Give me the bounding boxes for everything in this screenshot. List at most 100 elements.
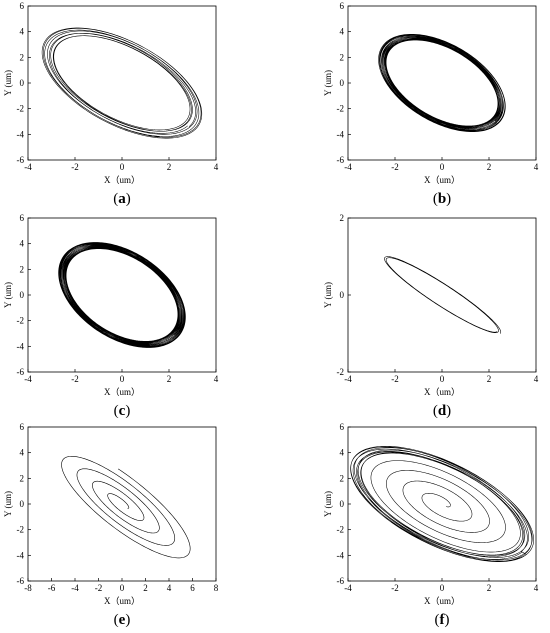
y-tick-label: 2 xyxy=(20,264,25,274)
y-tick-label: -2 xyxy=(17,316,25,326)
x-tick-label: -2 xyxy=(95,583,103,593)
x-axis-label: X（um） xyxy=(104,175,140,185)
x-tick-label: -4 xyxy=(344,583,352,593)
x-axis-label: X（um） xyxy=(424,387,460,397)
panel-label-e: (e) xyxy=(114,612,131,628)
panel-letter: e xyxy=(119,612,126,628)
x-tick-label: -4 xyxy=(24,374,32,384)
panel-label-d: (d) xyxy=(433,403,451,419)
y-tick-label: 0 xyxy=(20,78,25,88)
y-tick-label: 0 xyxy=(20,290,25,300)
y-tick-label: -2 xyxy=(337,367,345,377)
y-tick-label: 0 xyxy=(340,78,345,88)
x-tick-label: -2 xyxy=(391,162,399,172)
y-tick-label: 4 xyxy=(20,27,25,37)
y-tick-label: -6 xyxy=(337,576,345,586)
y-tick-label: 2 xyxy=(340,473,345,483)
y-tick-label: -4 xyxy=(17,341,25,351)
x-tick-label: -4 xyxy=(71,583,79,593)
x-tick-label: 2 xyxy=(487,374,492,384)
x-tick-label: 4 xyxy=(214,374,219,384)
y-tick-label: -4 xyxy=(337,550,345,560)
x-tick-label: 0 xyxy=(440,162,445,172)
series-line-c-1 xyxy=(58,242,186,348)
x-tick-label: -2 xyxy=(391,583,399,593)
y-tick-label: 2 xyxy=(20,473,25,483)
series-line-b-1 xyxy=(378,33,506,133)
panel-label-a: (a) xyxy=(113,191,131,207)
series-line-a-1 xyxy=(41,27,203,139)
x-tick-label: 4 xyxy=(214,162,219,172)
y-tick-label: 6 xyxy=(340,422,345,432)
plot-frame-e xyxy=(27,426,217,582)
y-tick-label: -2 xyxy=(337,525,345,535)
y-tick-label: -4 xyxy=(17,129,25,139)
x-axis-label: X（um） xyxy=(104,596,140,606)
y-tick-label: -2 xyxy=(17,525,25,535)
panel-label-c: (c) xyxy=(114,403,131,419)
x-tick-label: 6 xyxy=(190,583,195,593)
y-axis-label: Y (um) xyxy=(3,70,13,96)
x-tick-label: -4 xyxy=(344,374,352,384)
x-tick-label: 0 xyxy=(120,162,125,172)
y-axis-label: Y (um) xyxy=(323,70,333,96)
y-tick-label: -6 xyxy=(337,155,345,165)
series-line-d-1 xyxy=(384,256,502,334)
y-tick-label: 6 xyxy=(20,422,25,432)
y-tick-label: -6 xyxy=(17,576,25,586)
x-tick-label: -8 xyxy=(24,583,32,593)
x-tick-label: -4 xyxy=(344,162,352,172)
y-tick-label: -4 xyxy=(17,550,25,560)
y-axis-label: Y (um) xyxy=(3,491,13,517)
plot-frame-b xyxy=(347,5,537,161)
x-axis-label: X（um） xyxy=(424,596,460,606)
y-tick-label: 4 xyxy=(340,27,345,37)
series-line-e-1 xyxy=(61,456,191,559)
panel-letter: f xyxy=(440,612,446,628)
y-tick-label: 4 xyxy=(340,448,345,458)
x-tick-label: 4 xyxy=(534,583,539,593)
x-tick-label: 0 xyxy=(440,583,445,593)
y-tick-label: 0 xyxy=(340,290,345,300)
y-tick-label: 4 xyxy=(20,239,25,249)
y-axis-label: Y (um) xyxy=(323,491,333,517)
y-tick-label: 6 xyxy=(340,1,345,11)
y-tick-label: -6 xyxy=(17,367,25,377)
y-tick-label: 6 xyxy=(20,213,25,223)
y-tick-label: -4 xyxy=(337,129,345,139)
y-tick-label: 4 xyxy=(20,448,25,458)
x-tick-label: 2 xyxy=(487,583,492,593)
panel-label-f: (f) xyxy=(435,612,450,628)
x-tick-label: -4 xyxy=(24,162,32,172)
plot-frame-c xyxy=(27,217,217,373)
y-axis-label: Y (um) xyxy=(3,282,13,308)
panel-letter: c xyxy=(119,403,126,419)
x-tick-label: 8 xyxy=(214,583,219,593)
x-tick-label: 0 xyxy=(120,583,125,593)
x-tick-label: 2 xyxy=(143,583,148,593)
x-tick-label: -2 xyxy=(391,374,399,384)
panel-letter: a xyxy=(118,191,126,207)
x-tick-label: 0 xyxy=(120,374,125,384)
y-tick-label: 2 xyxy=(340,52,345,62)
x-tick-label: 0 xyxy=(440,374,445,384)
x-tick-label: -2 xyxy=(71,374,79,384)
y-tick-label: -2 xyxy=(337,104,345,114)
x-tick-label: 2 xyxy=(167,162,172,172)
y-tick-label: -2 xyxy=(17,104,25,114)
series-line-f-1 xyxy=(350,445,534,562)
panel-letter: d xyxy=(438,403,447,419)
x-tick-label: -2 xyxy=(71,162,79,172)
y-tick-label: 0 xyxy=(340,499,345,509)
y-tick-label: 6 xyxy=(20,1,25,11)
x-tick-label: -6 xyxy=(48,583,56,593)
x-tick-label: 2 xyxy=(487,162,492,172)
x-tick-label: 4 xyxy=(534,374,539,384)
